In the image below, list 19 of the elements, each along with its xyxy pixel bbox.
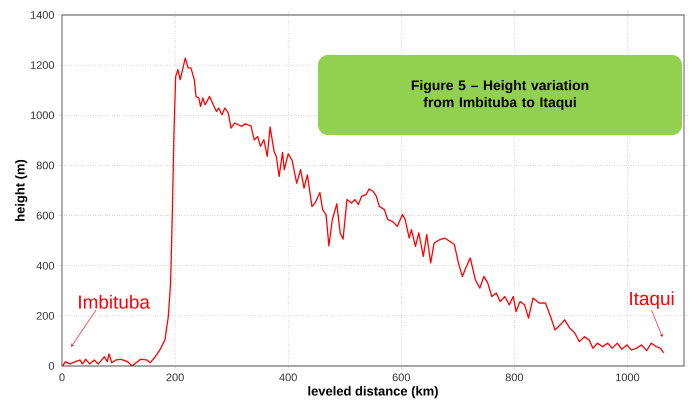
y-tick-label: 0 — [48, 362, 54, 370]
x-tick-label: 1000 — [616, 374, 640, 382]
y-tick-label: 1200 — [30, 61, 54, 70]
annotation: Itaqui — [630, 291, 674, 309]
y-tick-label: 800 — [36, 162, 54, 170]
y-tick-label: 1400 — [30, 11, 54, 19]
y-axis-title: height (m) — [15, 160, 28, 221]
x-tick-label: 800 — [506, 374, 524, 382]
x-axis-title: leveled distance (km) — [308, 386, 438, 398]
x-tick-label: 400 — [279, 374, 297, 382]
text: Figure 5 – Height variation from Imbituba to Itaqui — [412, 80, 588, 110]
y-tick-label: 200 — [36, 312, 54, 320]
x-tick-label: 200 — [166, 374, 184, 382]
annotation: Imbituba — [79, 294, 150, 309]
x-tick-label: 600 — [392, 374, 410, 382]
y-tick-label: 1000 — [30, 111, 54, 120]
y-tick-label: 400 — [36, 262, 54, 270]
y-tick-label: 600 — [36, 212, 54, 220]
x-tick-label: 0 — [59, 374, 65, 382]
